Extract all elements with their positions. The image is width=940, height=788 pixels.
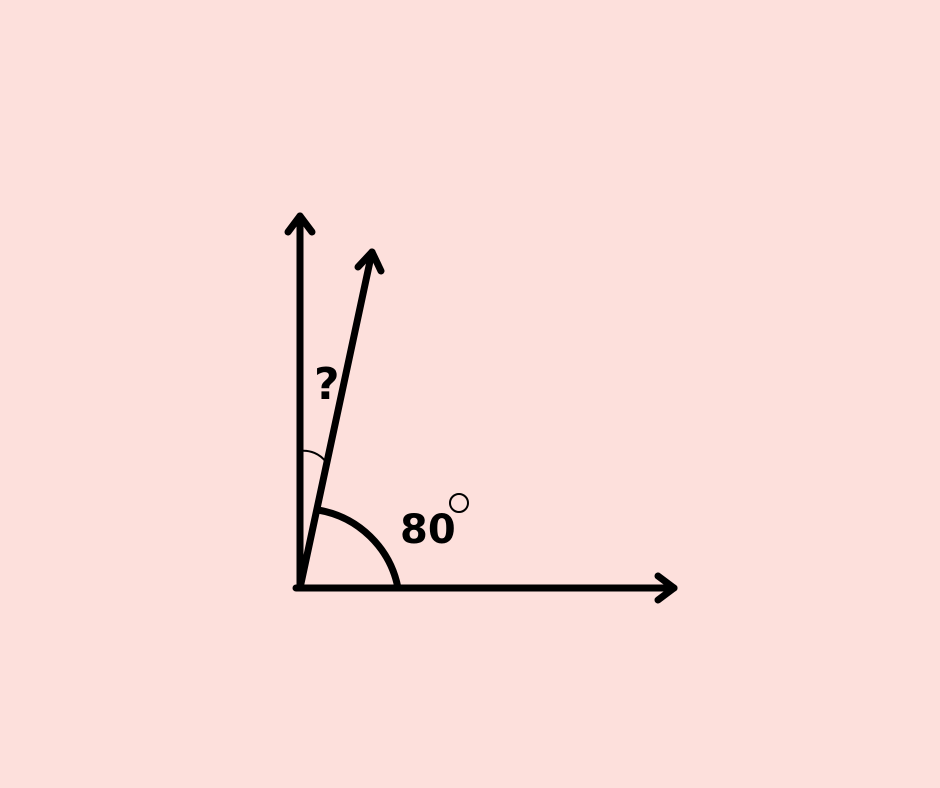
horizontal-ray (292, 572, 678, 604)
vertical-ray (284, 212, 316, 592)
known-angle-value: 80 (400, 507, 456, 553)
degree-circle-icon (449, 493, 469, 513)
unknown-angle-label: ? (314, 359, 340, 410)
slanted-ray-arrowhead (354, 248, 385, 275)
slanted-ray (296, 248, 385, 592)
horizontal-ray-arrowhead (654, 572, 678, 604)
vertical-ray-arrowhead (284, 212, 316, 236)
unknown-angle-arc (299, 449, 327, 463)
known-angle-arc (317, 506, 402, 589)
